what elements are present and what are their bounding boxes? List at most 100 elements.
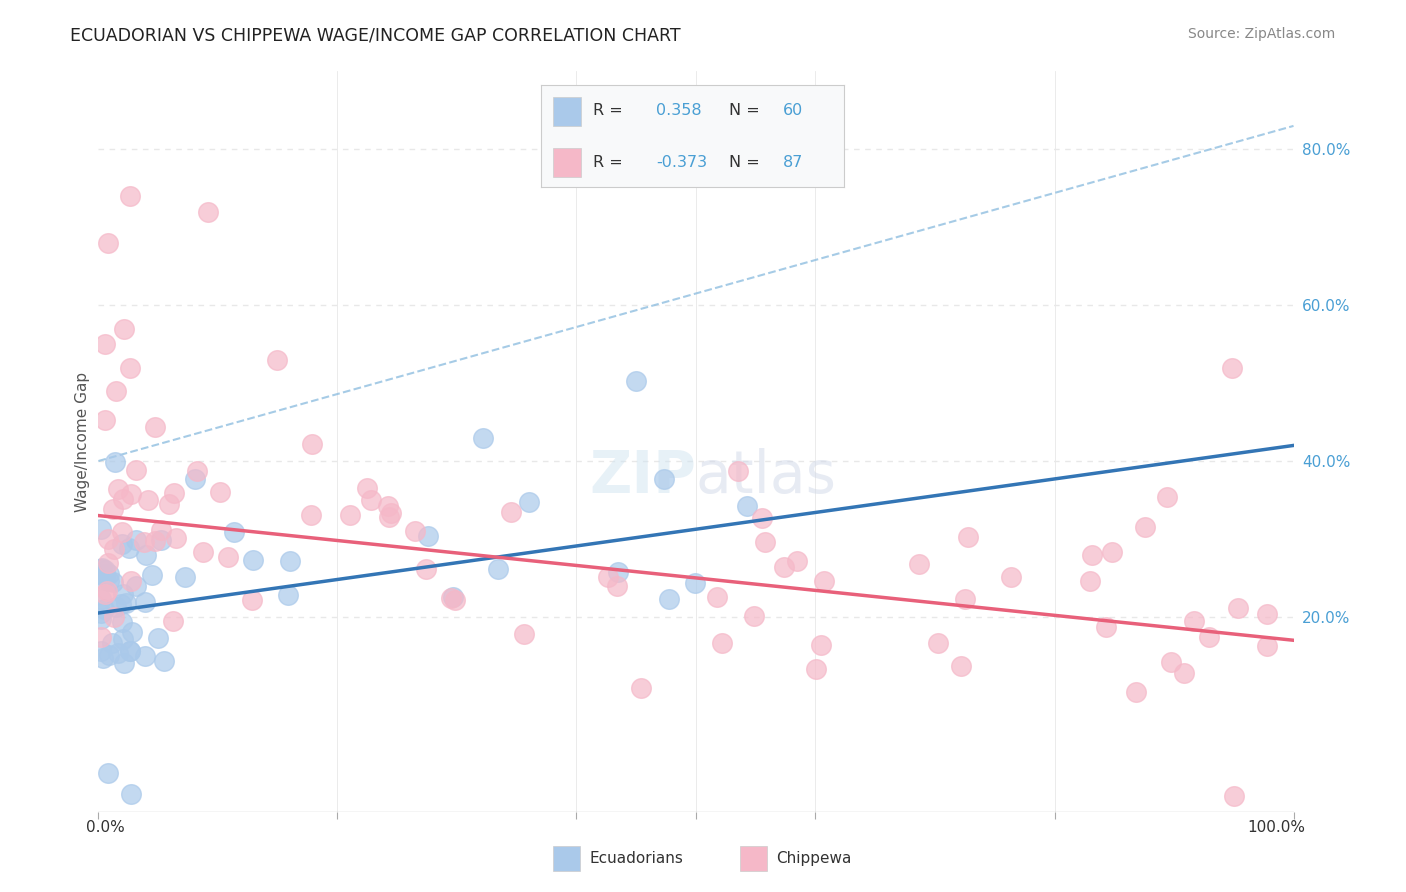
Point — [416, 529, 439, 543]
Point — [1078, 574, 1101, 589]
Point — [120, 487, 142, 501]
Text: 0.358: 0.358 — [657, 103, 702, 119]
Point — [90, 567, 112, 582]
Point — [91, 572, 114, 586]
Point — [955, 592, 977, 607]
Point — [927, 636, 949, 650]
Point — [685, 575, 707, 590]
Point — [1220, 360, 1243, 375]
Point — [356, 481, 378, 495]
Text: ZIP: ZIP — [589, 448, 696, 505]
Text: Source: ZipAtlas.com: Source: ZipAtlas.com — [1188, 27, 1336, 41]
Point — [949, 659, 972, 673]
Point — [727, 464, 749, 478]
Point — [606, 566, 628, 580]
Point — [90, 523, 112, 537]
Point — [737, 500, 759, 514]
Point — [97, 533, 120, 547]
Point — [90, 630, 112, 644]
Point — [143, 420, 166, 434]
Bar — [740, 847, 766, 871]
Point — [217, 549, 239, 564]
Point — [94, 570, 117, 584]
Point — [499, 505, 522, 519]
Text: R =: R = — [593, 154, 627, 169]
Point — [107, 646, 129, 660]
Point — [149, 524, 172, 538]
Point — [100, 636, 122, 650]
Point — [1125, 684, 1147, 698]
Point — [1000, 570, 1022, 584]
Point — [118, 189, 141, 203]
Point — [121, 624, 143, 639]
Y-axis label: Wage/Income Gap: Wage/Income Gap — [75, 371, 90, 512]
Point — [907, 557, 929, 571]
Point — [197, 204, 219, 219]
Point — [90, 612, 112, 626]
Bar — [553, 847, 579, 871]
Point — [810, 638, 832, 652]
Point — [706, 590, 728, 604]
Point — [278, 553, 301, 567]
Point — [624, 374, 647, 388]
Point — [1173, 665, 1195, 680]
Point — [103, 610, 125, 624]
Point — [134, 595, 156, 609]
Point — [339, 508, 361, 522]
Point — [125, 579, 148, 593]
Point — [118, 360, 141, 375]
Point — [1160, 655, 1182, 669]
Point — [110, 598, 132, 612]
Point — [97, 766, 120, 780]
Point — [415, 562, 437, 576]
Text: 100.0%: 100.0% — [1247, 820, 1306, 835]
Point — [94, 413, 117, 427]
Point — [93, 337, 115, 351]
Point — [97, 235, 120, 250]
Point — [472, 431, 495, 445]
Point — [380, 507, 402, 521]
Point — [135, 549, 157, 563]
Point — [1256, 639, 1278, 653]
Point — [90, 644, 112, 658]
Point — [1182, 614, 1205, 628]
Point — [957, 529, 980, 543]
Text: R =: R = — [593, 103, 627, 119]
Point — [606, 579, 628, 593]
Point — [519, 494, 541, 508]
Point — [652, 472, 675, 486]
Point — [1133, 520, 1156, 534]
Point — [120, 574, 142, 589]
Point — [112, 322, 135, 336]
Point — [125, 462, 148, 476]
Point — [710, 636, 733, 650]
Point — [125, 533, 148, 548]
Text: 87: 87 — [783, 154, 803, 169]
Point — [97, 574, 120, 588]
Point — [742, 609, 765, 624]
Point — [162, 485, 184, 500]
Point — [440, 591, 463, 605]
Point — [1101, 544, 1123, 558]
Point — [184, 472, 207, 486]
Point — [105, 384, 128, 398]
Point — [242, 552, 264, 566]
Point — [751, 510, 773, 524]
Point — [299, 508, 322, 522]
Point — [377, 499, 399, 513]
Point — [266, 352, 288, 367]
Bar — [554, 97, 581, 126]
Point — [209, 484, 232, 499]
Point — [513, 627, 536, 641]
Point — [153, 654, 176, 668]
Point — [105, 600, 128, 615]
Point — [222, 525, 245, 540]
Point — [1227, 601, 1250, 615]
Point — [120, 644, 142, 658]
Point — [1198, 630, 1220, 644]
Point — [186, 464, 208, 478]
Point — [96, 583, 118, 598]
Text: Ecuadorians: Ecuadorians — [589, 851, 683, 866]
Point — [1156, 490, 1178, 504]
Point — [174, 570, 197, 584]
